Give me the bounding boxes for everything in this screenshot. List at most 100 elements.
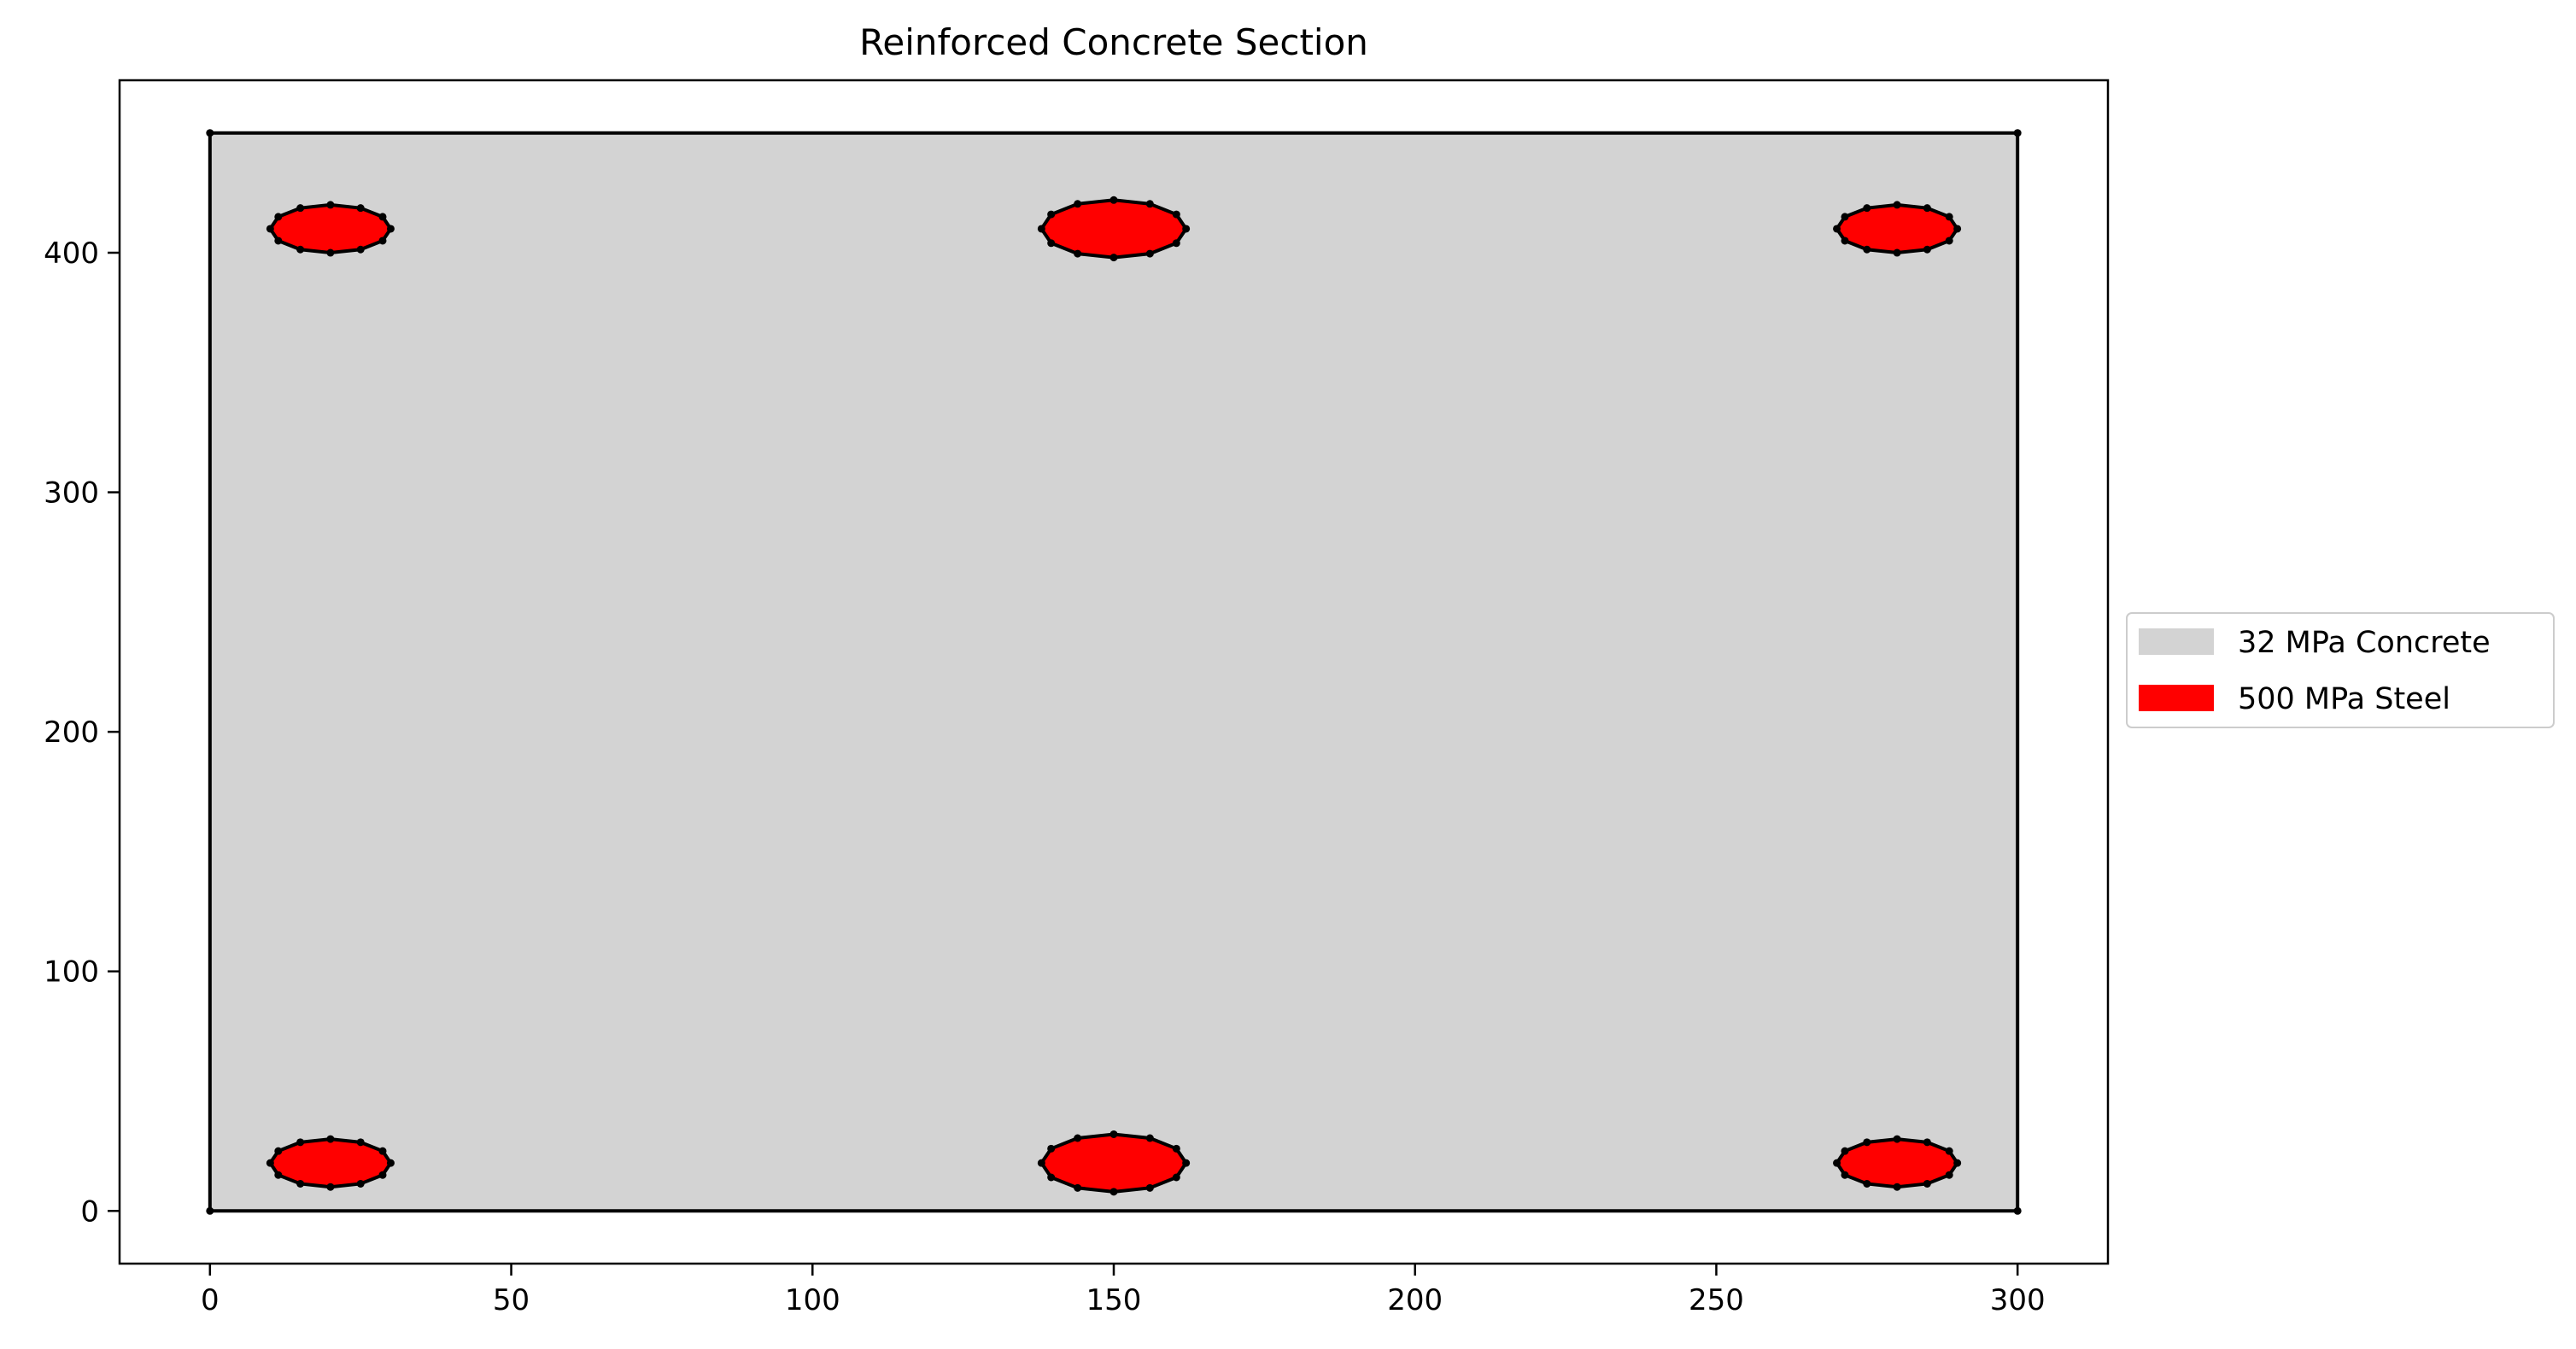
legend-swatch-steel	[2139, 685, 2214, 711]
steel-bar-vertex	[1945, 213, 1953, 221]
steel-bar-vertex	[1047, 210, 1056, 219]
y-tick-label: 0	[80, 1194, 99, 1229]
legend-box	[2126, 612, 2555, 728]
steel-bar-vertex	[356, 1179, 365, 1188]
steel-bar-vertex	[1923, 204, 1931, 213]
steel-bar-vertex	[274, 237, 283, 245]
steel-bar-vertex	[1145, 1134, 1154, 1142]
steel-bar-vertex	[266, 1159, 274, 1167]
steel-bar-vertex	[326, 1135, 335, 1143]
legend: 32 MPa Concrete 500 MPa Steel	[2126, 612, 2555, 728]
steel-bar-vertex	[1841, 237, 1849, 245]
x-tick-label: 150	[1086, 1283, 1142, 1317]
steel-bar-vertex	[1109, 1130, 1118, 1138]
x-tick-label: 250	[1689, 1283, 1744, 1317]
steel-bar-vertex	[356, 1138, 365, 1147]
concrete-vertex	[2013, 129, 2022, 137]
steel-bar-vertex	[274, 1171, 283, 1179]
steel-bar-vertex	[1074, 200, 1082, 208]
steel-bar-vertex	[1109, 254, 1118, 262]
legend-label-concrete: 32 MPa Concrete	[2238, 626, 2491, 660]
steel-bar-vertex	[1172, 239, 1180, 248]
steel-bar-vertex	[378, 1147, 387, 1155]
steel-bar-vertex	[1953, 225, 1962, 233]
steel-bar-vertex	[1945, 1171, 1953, 1179]
y-tick-label: 300	[44, 476, 99, 511]
steel-bar-vertex	[1145, 249, 1154, 258]
steel-bar-vertex	[274, 213, 283, 221]
steel-bar-vertex	[1047, 239, 1056, 248]
steel-bar-vertex	[1841, 213, 1849, 221]
x-tick-label: 0	[201, 1283, 220, 1317]
steel-bar-vertex	[326, 201, 335, 209]
steel-bar-vertex	[1893, 201, 1901, 209]
steel-bar-vertex	[1172, 1144, 1180, 1153]
steel-bar	[1835, 1137, 1960, 1189]
x-tick-label: 50	[493, 1283, 530, 1317]
steel-bar-vertex	[1833, 225, 1841, 233]
steel-bar-vertex	[274, 1147, 283, 1155]
steel-bar-vertex	[1863, 204, 1871, 213]
steel-bar-vertex	[1893, 248, 1901, 257]
steel-bar	[267, 202, 393, 255]
steel-bar-vertex	[1109, 1188, 1118, 1196]
legend-label-steel: 500 MPa Steel	[2238, 682, 2450, 716]
steel-bar-vertex	[1037, 1159, 1045, 1167]
steel-bar-vertex	[326, 248, 335, 257]
steel-bar-vertex	[1923, 1179, 1931, 1188]
steel-bar	[1039, 1132, 1189, 1194]
y-tick-label: 200	[44, 715, 99, 750]
steel-bar-vertex	[1182, 225, 1191, 233]
steel-bar-vertex	[378, 1171, 387, 1179]
steel-bar-vertex	[1863, 245, 1871, 254]
concrete-section	[208, 131, 2020, 1213]
chart-title: Reinforced Concrete Section	[859, 21, 1368, 63]
steel-bar-vertex	[1863, 1138, 1871, 1147]
steel-bar-vertex	[1863, 1179, 1871, 1188]
steel-bar-vertex	[386, 225, 395, 233]
steel-bar-vertex	[1945, 1147, 1953, 1155]
concrete-vertex	[2013, 1206, 2022, 1215]
steel-bar-vertex	[356, 245, 365, 254]
steel-bar-vertex	[1145, 200, 1154, 208]
steel-bar-vertex	[1893, 1135, 1901, 1143]
x-tick-label: 100	[785, 1283, 840, 1317]
steel-bar-vertex	[1893, 1183, 1901, 1191]
steel-bar-vertex	[1074, 249, 1082, 258]
steel-bar-vertex	[1172, 1173, 1180, 1182]
steel-bar-vertex	[1923, 1138, 1931, 1147]
steel-bar-vertex	[356, 204, 365, 213]
steel-bar-vertex	[1172, 210, 1180, 219]
steel-bar-vertex	[266, 225, 274, 233]
steel-bar	[267, 1137, 393, 1189]
steel-bar-vertex	[296, 204, 305, 213]
steel-bar-vertex	[378, 237, 387, 245]
steel-bar-vertex	[1047, 1144, 1056, 1153]
concrete-vertex	[206, 129, 214, 137]
y-tick-label: 400	[44, 237, 99, 271]
steel-bar-vertex	[378, 213, 387, 221]
steel-bar-vertex	[1074, 1183, 1082, 1192]
axis-ticks: 0 50 100 150 200 250 300 0 100 200 300 400	[44, 237, 2046, 1317]
steel-bar-vertex	[1074, 1134, 1082, 1142]
plot-area	[206, 129, 2022, 1215]
steel-bar-vertex	[1145, 1183, 1154, 1192]
steel-bar-vertex	[296, 245, 305, 254]
steel-bar	[1039, 198, 1189, 260]
steel-bar-vertex	[1923, 245, 1931, 254]
steel-bar-vertex	[1037, 225, 1045, 233]
steel-bar-vertex	[1047, 1173, 1056, 1182]
steel-bar-vertex	[1109, 196, 1118, 204]
steel-bar-vertex	[1841, 1147, 1849, 1155]
steel-bar-vertex	[1945, 237, 1953, 245]
x-tick-label: 200	[1387, 1283, 1443, 1317]
legend-swatch-concrete	[2139, 628, 2214, 655]
steel-bar-vertex	[296, 1179, 305, 1188]
steel-bar	[1835, 202, 1960, 255]
steel-bar-vertex	[1833, 1159, 1841, 1167]
x-tick-label: 300	[1990, 1283, 2046, 1317]
concrete-vertex	[206, 1206, 214, 1215]
steel-bar-vertex	[1841, 1171, 1849, 1179]
y-tick-label: 100	[44, 955, 99, 990]
